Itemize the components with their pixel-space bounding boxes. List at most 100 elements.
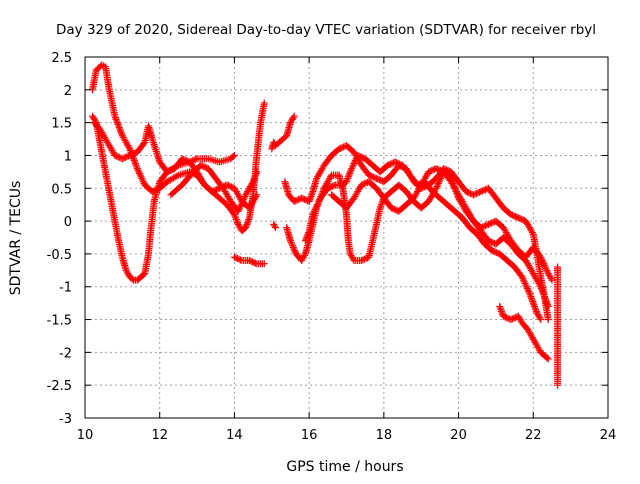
data-point-marker xyxy=(544,355,552,363)
data-point-marker xyxy=(173,172,181,180)
data-point-marker xyxy=(474,189,482,197)
data-point-marker xyxy=(135,168,143,176)
data-point-marker xyxy=(134,166,142,174)
data-point-marker xyxy=(498,307,506,315)
data-point-marker xyxy=(425,168,433,176)
data-point-marker xyxy=(351,156,359,164)
data-point-marker xyxy=(526,289,534,297)
data-point-marker xyxy=(434,181,442,189)
data-point-marker xyxy=(233,217,241,225)
data-point-marker xyxy=(523,283,531,291)
data-point-marker xyxy=(129,150,137,158)
data-point-marker xyxy=(249,178,257,186)
data-point-marker xyxy=(524,286,532,294)
data-point-marker xyxy=(253,191,261,199)
data-point-marker xyxy=(480,222,488,230)
data-point-marker xyxy=(540,260,548,268)
data-point-marker xyxy=(525,288,533,296)
data-point-marker xyxy=(435,166,443,174)
data-point-marker xyxy=(287,238,295,246)
data-point-marker xyxy=(547,275,555,283)
data-point-marker xyxy=(335,145,343,153)
data-point-marker xyxy=(236,202,244,210)
data-point-marker xyxy=(233,255,241,263)
data-point-marker xyxy=(148,188,156,196)
data-point-marker xyxy=(289,243,297,251)
x-tick-label: 24 xyxy=(600,428,617,443)
data-point-marker xyxy=(139,178,147,186)
data-point-marker xyxy=(527,293,535,301)
data-point-marker xyxy=(507,316,515,324)
data-point-marker xyxy=(540,291,548,299)
data-point-marker xyxy=(137,173,145,181)
series-track-l xyxy=(496,302,552,363)
data-point-marker xyxy=(542,296,550,304)
data-point-marker xyxy=(541,263,549,271)
data-point-marker xyxy=(497,306,505,314)
data-point-marker xyxy=(230,253,238,261)
data-point-marker xyxy=(250,258,258,266)
data-point-marker xyxy=(115,124,123,132)
data-point-marker xyxy=(298,194,306,202)
data-point-marker xyxy=(351,158,359,166)
data-point-marker xyxy=(289,114,297,122)
data-point-marker xyxy=(327,183,335,191)
data-point-marker xyxy=(251,259,259,267)
data-point-marker xyxy=(360,255,368,263)
data-point-marker xyxy=(138,174,146,182)
data-point-marker xyxy=(224,182,232,190)
x-tick-label: 18 xyxy=(376,428,393,443)
data-point-marker xyxy=(437,174,445,182)
data-point-marker xyxy=(163,168,171,176)
y-tick-label: 1 xyxy=(64,149,72,164)
series-track-e xyxy=(230,253,268,268)
data-point-marker xyxy=(496,304,504,312)
data-point-marker xyxy=(542,297,550,305)
data-point-marker xyxy=(521,279,529,287)
data-point-marker xyxy=(478,187,486,195)
data-point-marker xyxy=(360,180,368,188)
data-point-marker xyxy=(486,220,494,228)
data-point-marker xyxy=(212,186,220,194)
data-point-marker xyxy=(532,306,540,314)
data-point-marker xyxy=(308,191,316,199)
data-point-marker xyxy=(236,204,244,212)
data-point-marker xyxy=(354,151,362,159)
data-point-marker xyxy=(125,143,133,151)
data-point-marker xyxy=(501,313,509,321)
data-point-marker xyxy=(290,197,298,205)
data-point-marker xyxy=(433,183,441,191)
data-point-marker xyxy=(208,188,216,196)
data-point-marker xyxy=(330,182,338,190)
data-point-marker xyxy=(362,255,370,263)
data-point-marker xyxy=(112,152,120,160)
data-point-marker xyxy=(366,172,374,180)
data-point-marker xyxy=(385,161,393,169)
data-point-marker xyxy=(548,276,556,284)
data-point-marker xyxy=(484,220,492,228)
data-point-marker xyxy=(481,222,489,230)
y-tick-label: -0.5 xyxy=(47,248,72,263)
data-point-marker xyxy=(471,190,479,198)
data-point-marker xyxy=(483,221,491,229)
data-point-marker xyxy=(113,117,121,125)
data-point-marker xyxy=(544,316,552,324)
data-point-marker xyxy=(538,255,546,263)
data-point-marker xyxy=(235,255,243,263)
data-point-marker xyxy=(118,155,126,163)
data-point-marker xyxy=(428,167,436,175)
data-point-marker xyxy=(388,159,396,167)
data-point-marker xyxy=(486,237,494,245)
data-point-marker xyxy=(192,155,200,163)
x-tick-label: 20 xyxy=(450,428,467,443)
data-point-marker xyxy=(544,302,552,310)
y-tick-label: -3 xyxy=(59,412,72,427)
data-point-marker xyxy=(437,167,445,175)
data-point-marker xyxy=(507,211,515,219)
data-point-marker xyxy=(306,194,314,202)
data-point-marker xyxy=(324,184,332,192)
data-point-marker xyxy=(523,284,531,292)
data-point-marker xyxy=(387,204,395,212)
data-point-marker xyxy=(429,166,437,174)
